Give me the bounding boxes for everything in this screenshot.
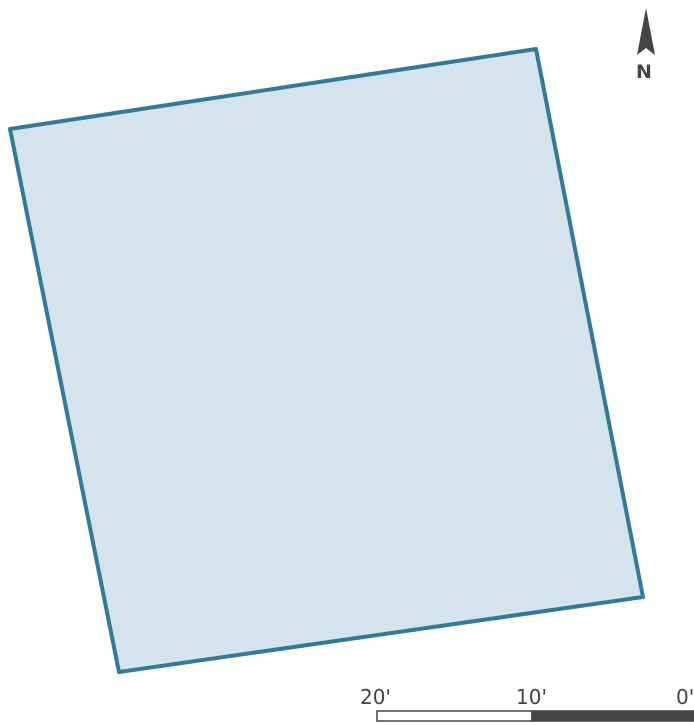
north-arrow-label: N <box>636 61 652 83</box>
scale-bar-light-segment <box>376 710 533 722</box>
scale-bar-dark-segment <box>531 710 694 722</box>
parcel-polygon <box>8 47 645 674</box>
scale-bar <box>376 710 694 722</box>
scale-label-10ft: 10' <box>516 685 547 709</box>
north-arrow-icon <box>637 8 655 55</box>
scale-label-20ft: 20' <box>360 685 391 709</box>
scale-label-0ft: 0' <box>676 685 694 709</box>
